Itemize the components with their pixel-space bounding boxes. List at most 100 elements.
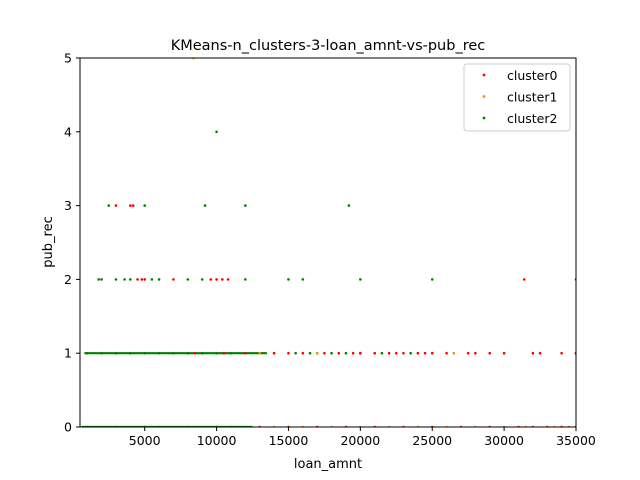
point-cluster2 [308, 351, 312, 355]
point-cluster2 [143, 351, 146, 355]
point-cluster2 [380, 351, 384, 355]
point-cluster2 [100, 351, 103, 355]
legend-label-cluster0: cluster0 [507, 68, 558, 83]
point-cluster1 [315, 351, 319, 355]
point-cluster0 [129, 204, 132, 207]
point-cluster2 [150, 278, 154, 281]
point-cluster0 [226, 278, 230, 281]
x-axis-ticks: 5000 10000 15000 20000 25000 30000 35000 [129, 427, 596, 448]
x-tick-label: 10000 [197, 433, 237, 448]
x-tick-label: 15000 [269, 433, 309, 448]
legend-frame [463, 63, 571, 132]
point-cluster2 [85, 351, 89, 355]
point-cluster0 [466, 351, 470, 355]
point-cluster0 [445, 351, 448, 355]
y-tick-label: 5 [64, 51, 72, 66]
point-cluster0 [272, 351, 276, 355]
point-cluster0 [560, 351, 563, 355]
point-cluster0 [131, 204, 135, 207]
x-axis-label: loan_amnt [294, 457, 362, 472]
legend-marker-cluster0 [482, 73, 486, 77]
y-axis-ticks: 0 1 2 3 4 5 [64, 51, 80, 435]
point-cluster0 [359, 351, 362, 355]
point-cluster0 [423, 351, 427, 355]
point-cluster0 [488, 351, 492, 355]
point-cluster2 [244, 278, 247, 281]
axes-frame [79, 57, 577, 428]
point-cluster0 [538, 351, 542, 355]
point-cluster0 [301, 351, 305, 355]
point-cluster0 [287, 351, 290, 355]
point-cluster2 [157, 351, 161, 355]
point-cluster2 [347, 204, 351, 207]
point-cluster0 [244, 351, 247, 355]
point-cluster2 [186, 278, 190, 281]
point-cluster0 [387, 351, 391, 355]
point-cluster0 [193, 351, 197, 355]
point-cluster2 [172, 351, 175, 355]
point-cluster0 [351, 351, 355, 355]
x-tick-label: 5000 [129, 433, 161, 448]
point-cluster2 [409, 351, 412, 355]
legend: cluster0 cluster1 cluster2 [463, 63, 571, 132]
point-cluster0 [114, 204, 118, 207]
point-cluster2 [344, 351, 348, 355]
point-cluster2 [114, 278, 118, 281]
point-cluster1 [452, 351, 456, 355]
legend-label-cluster2: cluster2 [507, 111, 557, 126]
point-cluster2 [100, 278, 103, 281]
x-tick-label: 25000 [412, 433, 452, 448]
point-cluster0 [502, 351, 506, 355]
point-cluster0 [416, 351, 420, 355]
y-tick-label: 0 [64, 420, 72, 435]
legend-marker-cluster2 [482, 116, 486, 120]
point-cluster0 [337, 351, 341, 355]
point-cluster2 [287, 278, 290, 281]
point-cluster2 [129, 278, 132, 281]
point-cluster0 [215, 278, 218, 281]
point-cluster2 [215, 130, 218, 134]
point-cluster2 [123, 278, 126, 281]
point-cluster2 [157, 278, 161, 281]
point-cluster0 [221, 278, 224, 281]
point-cluster0 [474, 351, 477, 355]
chart-title: KMeans-n_clusters-3-loan_amnt-vs-pub_rec [171, 38, 486, 54]
point-cluster2 [129, 351, 132, 355]
legend-marker-cluster1 [482, 95, 486, 98]
y-tick-label: 4 [64, 124, 72, 139]
point-cluster2 [229, 351, 233, 355]
point-cluster0 [143, 278, 146, 281]
point-cluster0 [172, 278, 175, 281]
y-tick-label: 2 [64, 272, 72, 287]
point-cluster0 [209, 278, 213, 281]
point-cluster2 [215, 351, 218, 355]
point-cluster2 [107, 204, 111, 207]
point-cluster0 [136, 278, 139, 281]
point-cluster0 [323, 351, 326, 355]
point-cluster2 [143, 204, 146, 207]
y-tick-label: 3 [64, 198, 72, 213]
point-cluster0 [222, 351, 226, 355]
x-tick-label: 30000 [484, 433, 524, 448]
point-cluster2 [114, 351, 118, 355]
point-cluster2 [97, 278, 100, 281]
point-cluster2 [301, 278, 305, 281]
point-cluster2 [294, 351, 297, 355]
point-cluster0 [394, 351, 398, 355]
point-cluster0 [402, 351, 405, 355]
point-cluster0 [531, 351, 535, 355]
point-cluster0 [430, 351, 434, 355]
point-cluster0 [373, 351, 377, 355]
point-cluster2 [244, 204, 247, 207]
point-cluster2 [330, 351, 333, 355]
x-tick-label: 35000 [556, 433, 596, 448]
point-cluster0 [522, 278, 526, 281]
point-cluster2 [359, 278, 362, 281]
legend-label-cluster1: cluster1 [507, 90, 557, 105]
point-cluster2 [200, 351, 204, 355]
point-cluster2 [200, 278, 204, 281]
x-tick-label: 20000 [340, 433, 380, 448]
point-cluster1 [258, 351, 262, 355]
point-cluster2 [186, 351, 190, 355]
